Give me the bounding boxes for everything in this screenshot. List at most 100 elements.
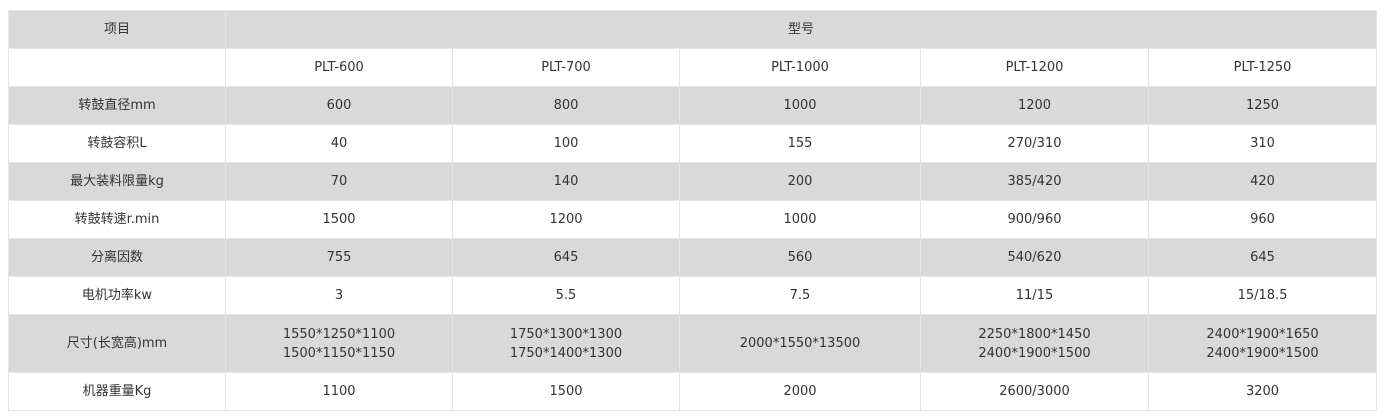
value-cell: 70 [225, 162, 453, 201]
value-cell: 1750*1300*1300 1750*1400*1300 [452, 314, 680, 373]
model-cell: PLT-1250 [1147, 48, 1378, 87]
row-label: 转鼓直径mm [8, 86, 226, 125]
value-line: 15/18.5 [1237, 288, 1288, 303]
value-line: 270/310 [1007, 136, 1062, 151]
model-cell: PLT-1200 [920, 48, 1149, 87]
value-cell: 560 [679, 238, 921, 277]
value-line: 560 [787, 250, 813, 265]
value-cell: 100 [452, 124, 680, 163]
row-label: 电机功率kw [8, 276, 226, 315]
value-cell: 1200 [452, 200, 680, 239]
value-line: 2250*1800*1450 [978, 326, 1091, 342]
model-cell: PLT-700 [452, 48, 680, 87]
table-row: 分离因数 755 645 560 540/620 645 [8, 238, 1378, 277]
value-line: 310 [1250, 136, 1275, 151]
value-cell: 755 [225, 238, 453, 277]
value-cell: 1200 [920, 86, 1149, 125]
empty-cell [8, 48, 226, 87]
value-line: 2400*1900*1500 [978, 345, 1091, 361]
spec-table: 项目 型号 PLT-600 PLT-700 PLT-1000 PLT-1200 … [8, 10, 1378, 411]
value-cell: 645 [1147, 238, 1378, 277]
header-row: 项目 型号 [8, 10, 1378, 49]
value-line: 1000 [783, 212, 817, 227]
row-label: 机器重量Kg [8, 372, 226, 411]
value-cell: 1100 [225, 372, 453, 411]
model-cell: PLT-1000 [679, 48, 921, 87]
value-line: 1750*1400*1300 [509, 345, 623, 361]
value-cell: 7.5 [679, 276, 921, 315]
value-line: 11/15 [1015, 288, 1054, 303]
value-line: 600 [326, 98, 352, 113]
value-cell: 645 [452, 238, 680, 277]
value-line: 2600/3000 [999, 384, 1070, 399]
value-line: 40 [330, 136, 348, 151]
value-cell: 5.5 [452, 276, 680, 315]
table-row: 转鼓容积L 40 100 155 270/310 310 [8, 124, 1378, 163]
value-cell: 140 [452, 162, 680, 201]
model-header: 型号 [224, 10, 1378, 49]
value-cell: 200 [679, 162, 921, 201]
value-cell: 310 [1147, 124, 1378, 163]
value-cell: 960 [1147, 200, 1378, 239]
value-line: 3200 [1245, 384, 1280, 399]
table-row: 转鼓转速r.min 1500 1200 1000 900/960 960 [8, 200, 1378, 239]
value-cell: 1000 [679, 86, 921, 125]
value-cell: 1500 [452, 372, 680, 411]
value-line: 540/620 [1007, 250, 1062, 265]
value-line: 900/960 [1007, 212, 1062, 227]
row-label: 转鼓容积L [8, 124, 226, 163]
value-line: 1500*1150*1150 [282, 345, 396, 361]
value-line: 1000 [783, 98, 817, 113]
value-cell: 3 [225, 276, 453, 315]
item-header: 项目 [8, 10, 226, 49]
value-cell: 3200 [1147, 372, 1378, 411]
value-cell: 540/620 [920, 238, 1149, 277]
row-label: 转鼓转速r.min [8, 200, 226, 239]
value-cell: 2000*1550*13500 [679, 314, 921, 373]
value-line: 1500 [549, 384, 583, 399]
table-row: 电机功率kw 3 5.5 7.5 11/15 15/18.5 [8, 276, 1378, 315]
value-line: 3 [334, 288, 344, 303]
value-line: 5.5 [555, 288, 577, 303]
value-line: 7.5 [789, 288, 811, 303]
table-row: 转鼓直径mm 600 800 1000 1200 1250 [8, 86, 1378, 125]
value-cell: 2000 [679, 372, 921, 411]
value-cell: 155 [679, 124, 921, 163]
value-line: 140 [553, 174, 579, 189]
value-cell: 1550*1250*1100 1500*1150*1150 [225, 314, 453, 373]
value-cell: 385/420 [920, 162, 1149, 201]
table-row: 最大装料限量kg 70 140 200 385/420 420 [8, 162, 1378, 201]
value-line: 1200 [549, 212, 583, 227]
value-cell: 40 [225, 124, 453, 163]
value-cell: 900/960 [920, 200, 1149, 239]
table-row: 尺寸(长宽高)mm 1550*1250*1100 1500*1150*1150 175… [8, 314, 1378, 373]
value-cell: 270/310 [920, 124, 1149, 163]
value-line: 1750*1300*1300 [509, 326, 623, 342]
value-line: 385/420 [1007, 174, 1062, 189]
model-row: PLT-600 PLT-700 PLT-1000 PLT-1200 PLT-12… [8, 48, 1378, 87]
value-line: 2000 [783, 384, 817, 399]
value-cell: 1250 [1147, 86, 1378, 125]
value-line: 200 [787, 174, 813, 189]
value-cell: 11/15 [920, 276, 1149, 315]
value-line: 1200 [1017, 98, 1052, 113]
value-cell: 15/18.5 [1147, 276, 1378, 315]
value-cell: 1000 [679, 200, 921, 239]
value-line: 1550*1250*1100 [282, 326, 396, 342]
value-line: 2000*1550*13500 [739, 336, 861, 351]
value-cell: 800 [452, 86, 680, 125]
value-line: 100 [553, 136, 579, 151]
value-line: 1500 [322, 212, 356, 227]
row-label: 分离因数 [8, 238, 226, 277]
value-line: 645 [1250, 250, 1275, 265]
value-line: 70 [330, 174, 348, 189]
row-label: 尺寸(长宽高)mm [8, 314, 226, 373]
value-line: 2400*1900*1500 [1206, 345, 1319, 361]
value-line: 155 [787, 136, 813, 151]
value-cell: 420 [1147, 162, 1378, 201]
value-line: 755 [326, 250, 352, 265]
table-row: 机器重量Kg 1100 1500 2000 2600/3000 3200 [8, 372, 1378, 411]
value-line: 1100 [322, 384, 356, 399]
value-line: 800 [553, 98, 579, 113]
value-cell: 2250*1800*1450 2400*1900*1500 [920, 314, 1149, 373]
